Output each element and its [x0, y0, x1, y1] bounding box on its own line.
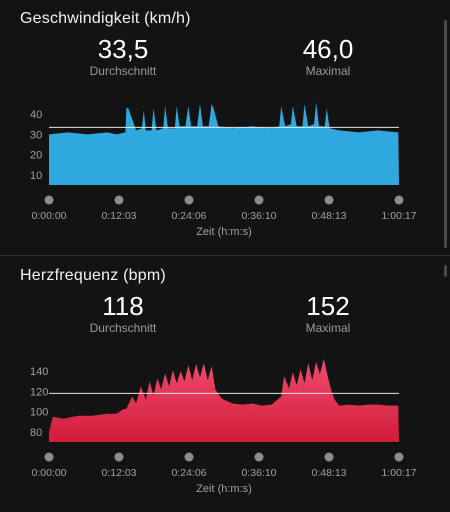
scrollbar-thumb-lower[interactable] [444, 265, 447, 277]
heart-avg-value: 118 [102, 291, 144, 321]
speed-title: Geschwindigkeit (km/h) [20, 10, 191, 27]
heart-xtick-label: 0:12:03 [101, 467, 136, 479]
scrollbar-thumb[interactable] [444, 20, 447, 248]
speed-xtick-dot [184, 195, 194, 205]
speed-xtick-label: 0:48:13 [311, 210, 346, 222]
heart-xtick-dot [44, 452, 54, 462]
heart-rate-title: Herzfrequenz (bpm) [20, 267, 166, 284]
heart-ytick-label: 120 [30, 386, 48, 398]
heart-ytick-label: 80 [30, 427, 42, 439]
speed-ytick-label: 40 [30, 109, 42, 121]
heart-xaxis-label: Zeit (h:m:s) [196, 483, 252, 495]
section-divider [0, 255, 450, 256]
speed-max-label: Maximal [305, 64, 351, 78]
heart-xtick-label: 0:24:06 [171, 467, 206, 479]
speed-ytick-label: 30 [30, 129, 42, 141]
heart-xtick-dot [394, 452, 404, 462]
speed-ytick-label: 20 [30, 150, 42, 162]
heart-xtick-dot [324, 452, 334, 462]
speed-series-area [49, 102, 399, 185]
speed-avg-stat: 33,5 Durchschnitt [58, 34, 188, 78]
heart-xtick-dot [254, 452, 264, 462]
speed-xaxis-label: Zeit (h:m:s) [196, 226, 252, 238]
heart-rate-section: Herzfrequenz (bpm) 118 Durchschnitt 152 … [0, 257, 450, 512]
speed-xtick-label: 0:12:03 [101, 210, 136, 222]
heart-xtick-label: 1:00:17 [381, 467, 416, 479]
heart-xtick-label: 0:00:00 [31, 467, 66, 479]
heart-xtick-label: 0:36:10 [241, 467, 276, 479]
heart-series-area [49, 359, 399, 442]
heart-ytick-label: 100 [30, 407, 48, 419]
speed-xtick-label: 0:00:00 [31, 210, 66, 222]
heart-xtick-label: 0:48:13 [311, 467, 346, 479]
heart-max-stat: 152 Maximal [263, 291, 393, 335]
speed-avg-value: 33,5 [97, 34, 149, 64]
speed-xtick-label: 1:00:17 [381, 210, 416, 222]
heart-xtick-dot [184, 452, 194, 462]
speed-avg-label: Durchschnitt [89, 64, 157, 78]
heart-rate-chart[interactable]: 80 100 120 140 0:00:00 0:12:03 0:24:06 0:36:10 0… [0, 352, 450, 502]
speed-max-stat: 46,0 Maximal [263, 34, 393, 78]
speed-section: Geschwindigkeit (km/h) 33,5 Durchschnitt… [0, 0, 450, 255]
heart-xtick-dot [114, 452, 124, 462]
heart-max-label: Maximal [305, 321, 351, 335]
speed-xtick-dot [254, 195, 264, 205]
speed-chart[interactable]: 10 20 30 40 0:00:00 0:12:03 0:24:06 0:36:10 0:48… [0, 95, 450, 245]
speed-xtick-dot [44, 195, 54, 205]
heart-max-value: 152 [306, 291, 350, 321]
speed-max-value: 46,0 [302, 34, 354, 64]
heart-ytick-label: 140 [30, 366, 48, 378]
speed-xtick-dot [114, 195, 124, 205]
speed-ytick-label: 10 [30, 170, 42, 182]
heart-avg-label: Durchschnitt [89, 321, 157, 335]
heart-avg-stat: 118 Durchschnitt [58, 291, 188, 335]
speed-xtick-label: 0:36:10 [241, 210, 276, 222]
speed-xtick-label: 0:24:06 [171, 210, 206, 222]
speed-xtick-dot [394, 195, 404, 205]
speed-xtick-dot [324, 195, 334, 205]
